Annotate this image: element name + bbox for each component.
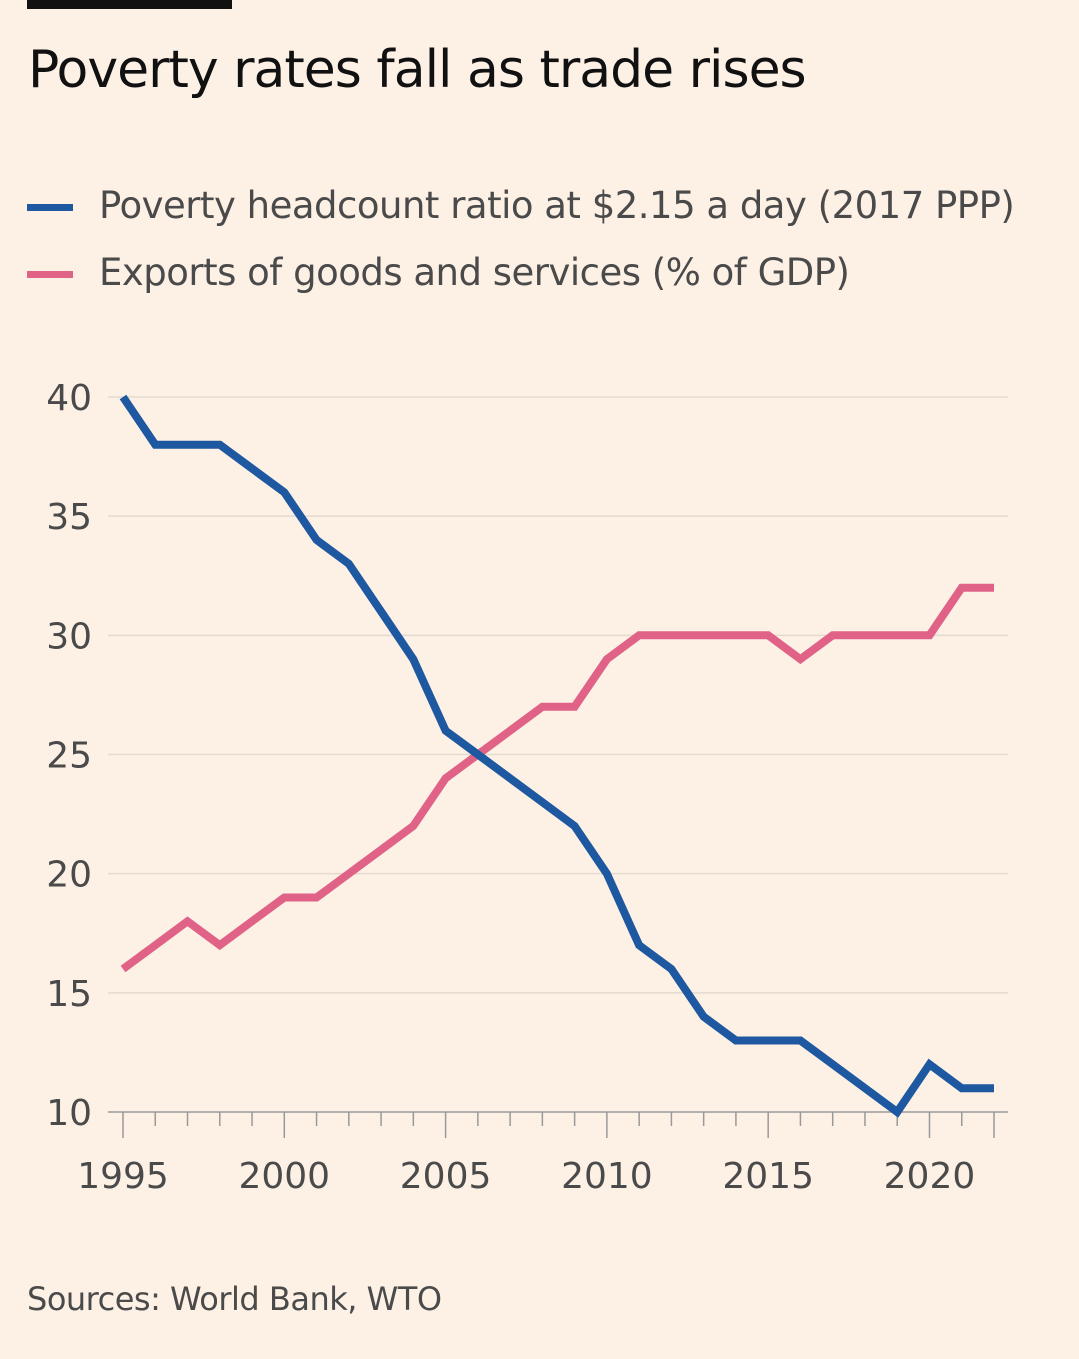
x-tick-label-2000: 2000 [238,1156,330,1197]
x-tick-label-2010: 2010 [561,1156,653,1197]
brand-bar [27,0,232,9]
x-axis [108,1111,1008,1138]
legend-swatch-exports [27,271,73,278]
y-axis-labels: 10 15 20 25 30 35 40 [46,378,92,1134]
series-lines [119,394,994,1118]
x-tick-label-1995: 1995 [77,1156,169,1197]
x-axis-labels: 1995 2000 2005 2010 2015 2020 [77,1156,975,1197]
y-tick-label-40: 40 [46,378,92,419]
x-tick-label-2015: 2015 [722,1156,814,1197]
legend-label-poverty: Poverty headcount ratio at $2.15 a day (… [99,184,1015,227]
x-tick-label-2005: 2005 [400,1156,492,1197]
series-line-poverty [119,394,994,1118]
legend-label-exports: Exports of goods and services (% of GDP) [99,251,850,294]
source-note: Sources: World Bank, WTO [27,1280,442,1318]
x-tick-label-2020: 2020 [884,1156,976,1197]
line-chart: 10 15 20 25 30 35 40 1995 2000 2005 2010 2015 2020 [46,378,1008,1197]
gridlines [108,396,1008,994]
legend-swatch-poverty [27,204,73,211]
y-tick-label-30: 30 [46,616,92,657]
y-tick-label-10: 10 [46,1093,92,1134]
y-tick-label-15: 15 [46,974,92,1015]
y-tick-label-20: 20 [46,855,92,896]
series-line-exports [120,583,994,973]
y-tick-label-35: 35 [46,497,92,538]
chart-title: Poverty rates fall as trade rises [28,40,807,100]
y-tick-label-25: 25 [46,736,92,777]
